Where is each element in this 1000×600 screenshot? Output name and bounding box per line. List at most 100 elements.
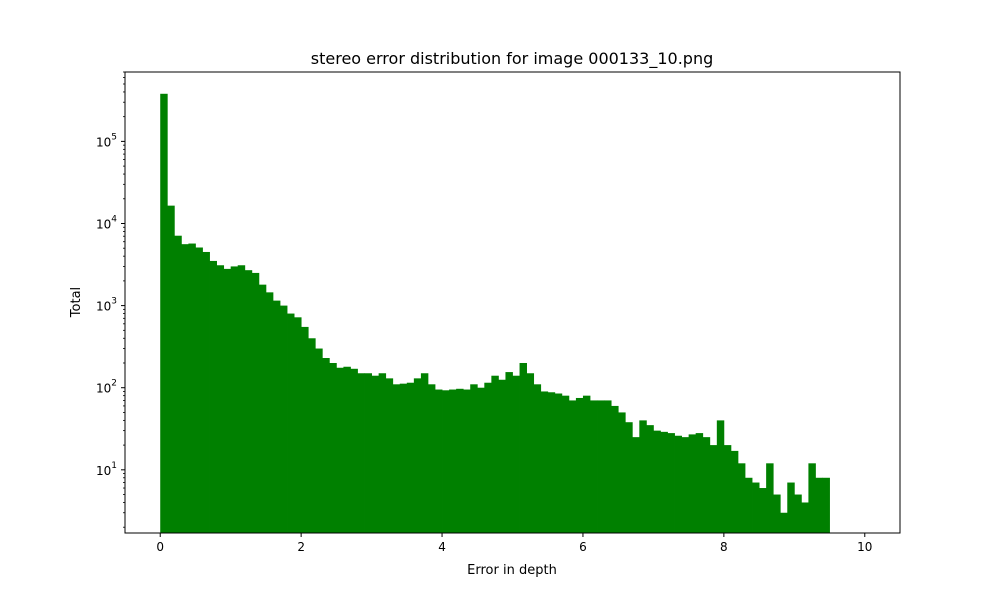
histogram-bar bbox=[449, 389, 457, 533]
histogram-bar bbox=[188, 243, 196, 533]
histogram-bar bbox=[477, 387, 485, 533]
histogram-bar bbox=[484, 382, 492, 533]
histogram-bar bbox=[745, 477, 753, 533]
histogram-bar bbox=[244, 270, 253, 533]
histogram-bar bbox=[463, 389, 471, 533]
histogram-bar bbox=[561, 395, 570, 533]
histogram-bar bbox=[716, 420, 725, 533]
histogram-bar bbox=[801, 502, 809, 533]
histogram-bar bbox=[822, 477, 830, 533]
histogram-bar bbox=[223, 268, 232, 533]
histogram-bar bbox=[526, 373, 535, 533]
histogram-bar bbox=[618, 412, 626, 533]
histogram-bar bbox=[491, 375, 499, 533]
histogram-bar bbox=[315, 348, 323, 533]
histogram-bar bbox=[568, 400, 577, 533]
histogram-bar bbox=[195, 247, 203, 533]
histogram-bar bbox=[456, 388, 464, 533]
histogram-bar bbox=[660, 431, 668, 533]
histogram-bar bbox=[265, 292, 274, 533]
x-tick-label: 2 bbox=[297, 540, 305, 554]
histogram-bar bbox=[160, 93, 168, 533]
histogram-bar bbox=[667, 433, 675, 533]
y-tick-label: 104 bbox=[96, 214, 117, 231]
histogram-bar bbox=[759, 488, 767, 533]
histogram-bar bbox=[272, 300, 281, 533]
histogram-bar bbox=[752, 482, 760, 533]
histogram-bar bbox=[258, 284, 267, 533]
histogram-bar bbox=[540, 391, 549, 533]
histogram-bar bbox=[773, 494, 781, 533]
histogram-bar bbox=[251, 272, 260, 533]
histogram-bar bbox=[653, 430, 661, 533]
histogram-bar bbox=[547, 392, 556, 533]
histogram-bar bbox=[498, 379, 506, 533]
histogram-bar bbox=[385, 378, 394, 533]
histogram-bar bbox=[174, 235, 182, 533]
histogram-bar bbox=[322, 358, 330, 533]
histogram-bar bbox=[413, 378, 422, 533]
x-tick-label: 0 bbox=[156, 540, 164, 554]
histogram-bar bbox=[674, 435, 682, 533]
histogram-bar bbox=[681, 437, 690, 533]
histogram-bar bbox=[646, 425, 654, 533]
histogram-bar bbox=[216, 265, 225, 533]
y-axis-label: Total bbox=[69, 287, 84, 318]
plot-area-frame bbox=[124, 71, 901, 534]
histogram-bar bbox=[780, 512, 788, 533]
histogram-bar bbox=[590, 400, 598, 533]
histogram-bars bbox=[160, 93, 830, 534]
histogram-bar bbox=[364, 373, 372, 533]
histogram-bar bbox=[737, 463, 746, 533]
histogram-bar bbox=[294, 317, 302, 533]
histogram-bar bbox=[575, 397, 584, 533]
histogram-bar bbox=[470, 384, 478, 533]
y-tick-label: 103 bbox=[96, 297, 117, 314]
histogram-bar bbox=[723, 445, 732, 533]
histogram-bar bbox=[357, 373, 365, 533]
histogram-bar bbox=[167, 205, 175, 533]
x-tick-label: 6 bbox=[579, 540, 587, 554]
x-axis-ticks: 0 2 4 6 8 10 bbox=[156, 533, 872, 554]
y-tick-label: 101 bbox=[96, 461, 117, 478]
y-tick-label: 102 bbox=[96, 379, 117, 396]
histogram-bar bbox=[702, 437, 711, 533]
histogram-bar bbox=[766, 463, 774, 533]
histogram-bar bbox=[230, 266, 239, 533]
histogram-bar bbox=[378, 373, 387, 533]
histogram-bar bbox=[519, 362, 527, 533]
histogram-bar bbox=[709, 445, 718, 533]
x-tick-label: 8 bbox=[720, 540, 728, 554]
histogram-bar bbox=[688, 434, 697, 533]
histogram-bar bbox=[815, 477, 823, 533]
histogram-bar bbox=[427, 384, 436, 533]
histogram-bar bbox=[604, 400, 612, 533]
x-tick-label: 10 bbox=[857, 540, 872, 554]
histogram-bar bbox=[329, 362, 337, 533]
histogram-bar bbox=[695, 433, 704, 533]
y-tick-label: 105 bbox=[96, 132, 117, 149]
histogram-bar bbox=[435, 389, 443, 533]
histogram-bar bbox=[343, 366, 351, 533]
histogram-bar bbox=[794, 494, 802, 533]
histogram-bar bbox=[406, 382, 415, 533]
histogram-bar bbox=[442, 390, 450, 533]
histogram-bar bbox=[597, 400, 605, 533]
histogram-bar bbox=[420, 373, 429, 533]
histogram-bar bbox=[371, 375, 380, 533]
y-axis-ticks: 101 102 103 104 105 bbox=[96, 71, 125, 528]
histogram-bar bbox=[512, 375, 520, 533]
histogram-bar bbox=[308, 338, 316, 533]
histogram-bar bbox=[301, 326, 309, 533]
histogram-bar bbox=[287, 313, 295, 533]
histogram-bar bbox=[808, 463, 816, 533]
histogram-bar bbox=[505, 372, 513, 533]
x-axis-label: Error in depth bbox=[467, 563, 557, 578]
chart-title: stereo error distribution for image 0001… bbox=[311, 49, 713, 69]
histogram-bar bbox=[533, 384, 542, 533]
histogram-bar bbox=[237, 265, 246, 533]
histogram-bar bbox=[399, 383, 408, 533]
histogram-bar bbox=[554, 393, 563, 533]
histogram-bar bbox=[639, 420, 647, 533]
histogram-bar bbox=[392, 384, 401, 533]
